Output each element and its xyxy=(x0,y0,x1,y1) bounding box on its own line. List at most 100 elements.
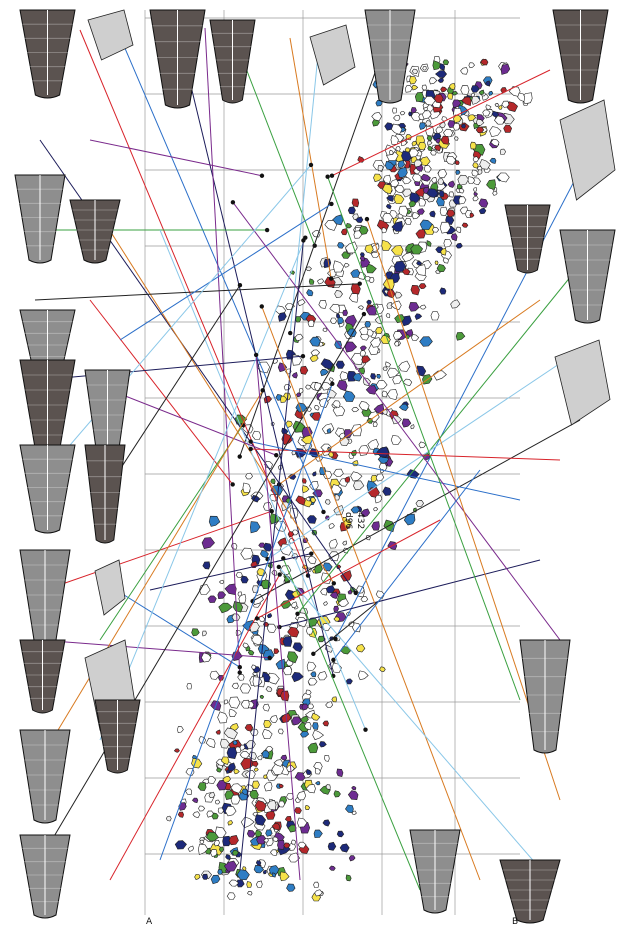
find-marker xyxy=(431,177,437,183)
find-marker xyxy=(299,365,309,375)
find-marker xyxy=(199,839,205,845)
refit-node xyxy=(309,551,314,556)
artefact-drawing-bowl xyxy=(209,19,256,104)
find-marker xyxy=(448,191,455,198)
find-marker xyxy=(416,365,427,377)
find-marker xyxy=(358,400,370,411)
find-marker xyxy=(410,244,423,255)
find-marker xyxy=(439,121,446,129)
refit-line xyxy=(174,19,334,677)
find-marker xyxy=(177,726,184,734)
find-marker xyxy=(435,70,447,78)
refit-node xyxy=(237,283,243,288)
find-marker xyxy=(323,601,328,606)
refit-node xyxy=(331,581,337,586)
refit-line xyxy=(278,299,541,485)
find-marker xyxy=(437,77,444,83)
find-marker xyxy=(419,122,426,130)
find-marker xyxy=(263,719,272,728)
find-marker xyxy=(223,699,229,705)
refit-line xyxy=(39,313,365,861)
find-marker xyxy=(365,385,377,395)
find-marker xyxy=(228,708,237,718)
refit-node xyxy=(267,655,272,660)
find-marker xyxy=(322,327,328,333)
find-marker xyxy=(220,756,230,765)
refit-line xyxy=(99,214,335,584)
find-marker xyxy=(345,874,352,882)
find-marker xyxy=(423,96,436,106)
refit-line xyxy=(114,24,324,513)
find-marker xyxy=(452,90,459,96)
find-marker xyxy=(448,82,456,90)
find-marker xyxy=(339,371,350,381)
find-marker xyxy=(201,537,215,549)
find-marker xyxy=(472,156,480,163)
find-marker xyxy=(342,309,348,316)
find-marker xyxy=(280,754,288,761)
find-marker xyxy=(305,496,311,502)
find-marker xyxy=(307,742,319,754)
find-marker xyxy=(240,575,249,584)
find-marker xyxy=(311,712,321,721)
find-marker xyxy=(279,565,292,575)
find-marker xyxy=(226,892,236,900)
find-marker xyxy=(198,843,209,856)
find-marker xyxy=(245,784,254,792)
find-marker xyxy=(478,207,487,215)
find-marker xyxy=(306,515,317,524)
find-marker xyxy=(314,564,323,574)
artefact-drawing-sherd xyxy=(309,24,356,86)
find-marker xyxy=(322,562,333,572)
find-marker xyxy=(426,135,433,142)
find-marker xyxy=(414,313,423,320)
refit-line xyxy=(99,237,306,741)
refit-node xyxy=(308,162,314,168)
find-marker xyxy=(359,345,367,351)
find-marker xyxy=(458,196,467,205)
refit-node xyxy=(353,590,358,596)
find-marker xyxy=(359,255,366,262)
refit-node xyxy=(363,727,368,732)
find-marker xyxy=(277,312,287,322)
find-marker xyxy=(485,80,491,87)
refit-node xyxy=(274,453,279,458)
artefact-drawing-bowl xyxy=(364,9,416,104)
find-marker xyxy=(351,785,357,791)
find-marker xyxy=(434,144,442,152)
find-marker xyxy=(494,115,505,125)
find-marker xyxy=(256,835,268,845)
find-marker xyxy=(306,289,314,297)
refit-node xyxy=(328,276,334,281)
find-marker xyxy=(393,114,401,121)
find-marker xyxy=(390,178,400,188)
find-marker xyxy=(430,311,440,321)
find-marker xyxy=(366,263,377,274)
find-marker xyxy=(177,811,185,818)
find-marker xyxy=(420,173,431,182)
find-marker xyxy=(227,820,234,826)
refit-node xyxy=(330,381,335,387)
artefact-drawing-bowl xyxy=(19,549,71,644)
refit-line xyxy=(289,34,321,334)
artefact-drawing-bowl xyxy=(19,444,76,534)
find-marker xyxy=(325,784,331,790)
find-marker xyxy=(295,316,302,323)
find-marker xyxy=(352,372,363,382)
find-marker xyxy=(282,636,293,647)
refit-line xyxy=(34,283,360,301)
refit-node xyxy=(264,227,270,233)
artefact-drawing-sherd xyxy=(554,339,611,426)
find-marker xyxy=(476,118,485,126)
find-marker xyxy=(333,790,341,798)
find-marker xyxy=(427,145,433,152)
find-marker xyxy=(270,849,278,857)
find-marker xyxy=(452,99,462,108)
refit-line xyxy=(89,139,263,177)
sherd-profile xyxy=(94,559,126,616)
find-marker xyxy=(283,842,291,849)
find-marker xyxy=(501,100,510,108)
find-marker xyxy=(314,889,323,897)
find-marker xyxy=(385,361,391,368)
find-marker xyxy=(333,505,344,516)
